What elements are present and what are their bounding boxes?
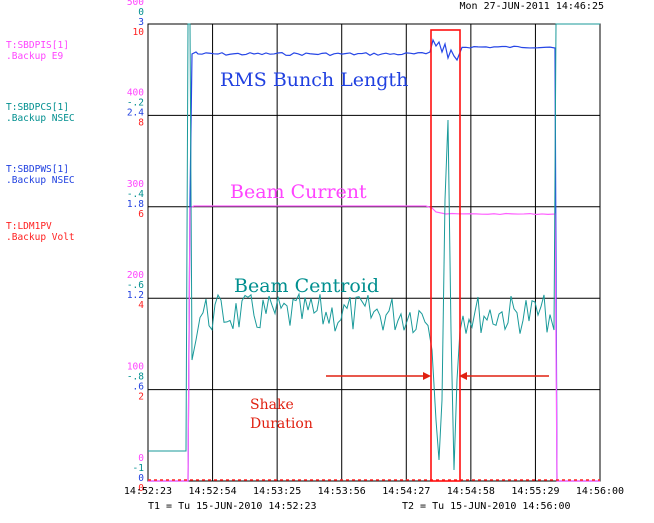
y-tick-label-pws: 3 (138, 17, 144, 28)
x-tick-label: 14:53:56 (318, 486, 366, 497)
y-tick-label-pcs: -.6 (127, 280, 144, 291)
legend-ldm-name: T:LDM1PV (6, 221, 52, 232)
x-tick-label: 14:52:54 (188, 486, 236, 497)
series-line-pis (148, 205, 600, 482)
legend-pis-name: T:SBDPIS[1] (6, 40, 69, 51)
y-tick-label-pcs: -.4 (127, 189, 144, 200)
annotation-duration: Duration (250, 416, 313, 432)
y-tick-label-pcs: -.2 (127, 97, 144, 108)
y-tick-label-pcs: -.8 (127, 372, 144, 383)
legend-block-4: T:LDM1PV .Backup Volt (6, 221, 75, 243)
series-line-pcs (148, 23, 600, 471)
x-tick-label: 14:54:27 (382, 486, 430, 497)
y-tick-label-pis: 200 (127, 270, 144, 281)
y-tick-label-pis: 500 (127, 0, 144, 8)
x-tick-label: 14:52:23 (124, 486, 172, 497)
x-tick-label: 14:53:25 (253, 486, 301, 497)
shake-window-box (430, 29, 461, 482)
y-tick-label-pis: 100 (127, 362, 144, 373)
y-tick-label-ldm: 2 (138, 392, 144, 403)
y-tick-label-ldm: 10 (133, 27, 145, 38)
y-tick-label-ldm: 6 (138, 209, 144, 220)
y-tick-label-pis: 300 (127, 179, 144, 190)
y-tick-label-ldm: 0 (138, 483, 144, 494)
y-tick-label-pws: 1.2 (127, 290, 144, 301)
shake-arrowhead-left (423, 372, 431, 380)
y-tick-label-pws: .6 (133, 382, 145, 393)
annotation-beam-current: Beam Current (230, 181, 367, 203)
footer-t2: T2 = Tu 15-JUN-2010 14:56:00 (402, 501, 571, 512)
legend-pws: T:SBDPWS[1] .Backup NSEC (6, 164, 75, 186)
legend-pcs-name: T:SBDPCS[1] (6, 102, 69, 113)
legend-pws-name: T:SBDPWS[1] (6, 164, 69, 175)
y-tick-label-ldm: 4 (138, 300, 144, 311)
plot-frame (147, 23, 601, 482)
legend-pws-sub: .Backup NSEC (6, 175, 75, 186)
legend: T:SBDPIS[1] .Backup E9 (6, 40, 69, 62)
y-tick-label-pcs: -1 (133, 463, 145, 474)
y-tick-label-pis: 0 (138, 453, 144, 464)
y-tick-label-pws: 1.8 (127, 199, 144, 210)
x-tick-label: 14:56:00 (576, 486, 624, 497)
y-tick-label-ldm: 8 (138, 117, 144, 128)
legend-block-2: T:SBDPCS[1] .Backup NSEC (6, 102, 75, 124)
x-tick-label: 14:55:29 (511, 486, 559, 497)
annotation-shake: Shake (250, 397, 294, 413)
legend-ldm-sub: .Backup Volt (6, 232, 75, 243)
annotation-rms-bunch-length: RMS Bunch Length (220, 69, 408, 91)
legend-ldm: T:LDM1PV .Backup Volt (6, 221, 75, 243)
legend-block-3: T:SBDPWS[1] .Backup NSEC (6, 164, 75, 186)
y-tick-label-pws: 2.4 (127, 107, 144, 118)
shake-arrowhead-right (459, 372, 467, 380)
legend-pis-sub: .Backup E9 (6, 51, 64, 62)
legend-pcs: T:SBDPCS[1] .Backup NSEC (6, 102, 75, 124)
legend-pcs-sub: .Backup NSEC (6, 113, 75, 124)
datestamp: Mon 27-JUN-2011 14:46:25 (459, 1, 605, 12)
y-tick-label-pcs: 0 (138, 7, 144, 18)
legend-pis: T:SBDPIS[1] .Backup E9 (6, 40, 69, 62)
footer-t1: T1 = Tu 15-JUN-2010 14:52:23 (148, 501, 317, 512)
annotation-beam-centroid: Beam Centroid (234, 275, 379, 297)
x-tick-label: 14:54:58 (447, 486, 495, 497)
series-line-pws (148, 38, 600, 482)
y-tick-label-pis: 400 (127, 87, 144, 98)
y-tick-label-pws: 0 (138, 473, 144, 484)
